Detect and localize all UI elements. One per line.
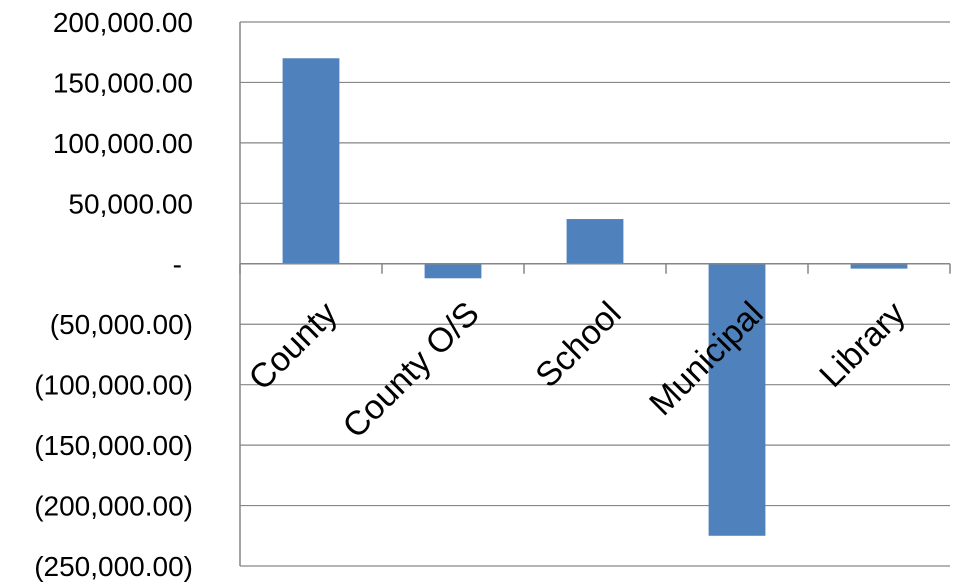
category-label: School	[528, 295, 628, 395]
y-tick-label: (50,000.00)	[50, 309, 193, 340]
y-tick-label: (150,000.00)	[34, 430, 193, 461]
x-axis	[239, 22, 951, 566]
y-tick-labels: 200,000.00 150,000.00 100,000.00 50,000.00 -…	[34, 7, 193, 582]
bar-municipal	[708, 263, 766, 536]
category-label: County O/S	[336, 295, 487, 446]
bar-school	[566, 219, 624, 264]
bar-county-o-s	[424, 263, 482, 279]
y-tick-label: (250,000.00)	[34, 551, 193, 582]
y-tick-label: 50,000.00	[68, 188, 193, 219]
y-tick-label: -	[173, 249, 182, 280]
y-tick-label: 100,000.00	[53, 128, 193, 159]
category-label: Library	[812, 295, 912, 395]
y-tick-label: (200,000.00)	[34, 491, 193, 522]
y-tick-label: (100,000.00)	[34, 370, 193, 401]
y-tick-label: 150,000.00	[53, 67, 193, 98]
gridlines	[240, 21, 950, 567]
category-label: County	[242, 295, 345, 398]
y-tick-label: 200,000.00	[53, 7, 193, 38]
bar-county	[282, 58, 340, 264]
bar-library	[850, 263, 908, 269]
bars	[282, 58, 908, 536]
